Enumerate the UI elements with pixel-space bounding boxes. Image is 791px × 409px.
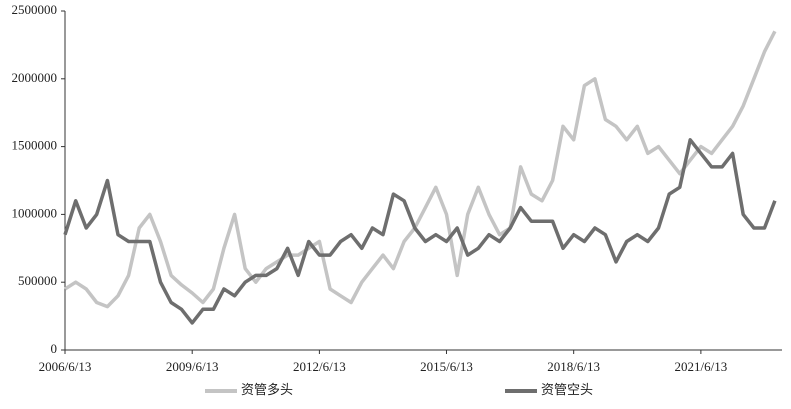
y-tick-label: 2000000 — [12, 70, 58, 85]
x-tick-label: 2012/6/13 — [293, 359, 346, 374]
legend-label: 资管空头 — [541, 382, 593, 397]
x-tick-label: 2006/6/13 — [39, 359, 92, 374]
x-tick-label: 2009/6/13 — [166, 359, 219, 374]
legend-label: 资管多头 — [241, 382, 293, 397]
y-tick-label: 1500000 — [12, 138, 58, 153]
y-tick-label: 0 — [51, 341, 58, 356]
x-tick-label: 2021/6/13 — [675, 359, 728, 374]
series-line — [64, 30, 777, 309]
series-line — [63, 138, 777, 325]
y-tick-label: 1000000 — [12, 205, 58, 220]
y-tick-label: 2500000 — [12, 2, 58, 17]
y-tick-label: 500000 — [18, 273, 57, 288]
x-tick-label: 2018/6/13 — [547, 359, 600, 374]
x-tick-label: 2015/6/13 — [420, 359, 473, 374]
